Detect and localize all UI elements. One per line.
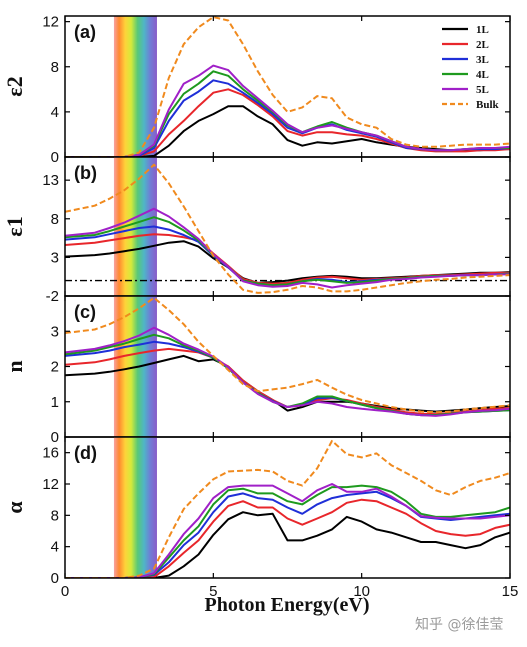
x-axis-label: Photon Energy(eV) bbox=[205, 594, 370, 616]
x-tick-label: 10 bbox=[353, 583, 370, 600]
y-tick-label: 0 bbox=[51, 149, 59, 166]
series-line-bulk bbox=[65, 16, 510, 157]
y-tick-label: 16 bbox=[42, 445, 59, 462]
series-group bbox=[65, 163, 510, 294]
y-tick-label: -2 bbox=[46, 288, 59, 305]
legend-label-1l: 1L bbox=[476, 24, 489, 36]
y-tick-label: 3 bbox=[51, 249, 59, 266]
series-group bbox=[65, 439, 510, 578]
x-tick-label: 15 bbox=[502, 583, 519, 600]
panel-frame bbox=[64, 436, 511, 579]
series-line-bulk bbox=[65, 296, 510, 414]
y-tick-label: 13 bbox=[42, 172, 59, 189]
y-tick-label: 4 bbox=[51, 104, 59, 121]
panel-1: 0 4 8 12 (a) ε2 bbox=[2, 14, 511, 166]
panel-label: (b) bbox=[74, 163, 97, 183]
legend-label-5l: 5L bbox=[476, 84, 489, 96]
series-line-5l bbox=[65, 483, 510, 578]
y-tick-label: 3 bbox=[51, 323, 59, 340]
legend-label-3l: 3L bbox=[476, 54, 489, 66]
series-group bbox=[65, 296, 510, 417]
x-tick-label: 0 bbox=[61, 583, 69, 600]
legend-label-2l: 2L bbox=[476, 39, 489, 51]
panel-label: (d) bbox=[74, 443, 97, 463]
y-tick-label: 8 bbox=[51, 507, 59, 524]
series-group bbox=[65, 16, 510, 157]
y-axis-label: α bbox=[2, 501, 27, 514]
y-tick-label: 0 bbox=[51, 570, 59, 587]
series-line-1l bbox=[65, 511, 510, 578]
series-line-bulk bbox=[65, 439, 510, 578]
visible-spectrum-band bbox=[113, 16, 157, 157]
y-tick-label: 12 bbox=[42, 476, 59, 493]
y-tick-label: 8 bbox=[51, 59, 59, 76]
series-line-bulk bbox=[65, 163, 510, 294]
y-tick-label: 0 bbox=[51, 429, 59, 446]
y-tick-label: 1 bbox=[51, 394, 59, 411]
series-line-2l bbox=[65, 88, 510, 157]
series-line-5l bbox=[65, 326, 510, 417]
y-tick-label: 8 bbox=[51, 211, 59, 228]
x-tick-label: 5 bbox=[209, 583, 217, 600]
visible-spectrum-band bbox=[113, 437, 157, 578]
y-axis-label: ε1 bbox=[2, 216, 27, 236]
legend-label-bulk: Bulk bbox=[476, 99, 500, 111]
y-tick-label: 4 bbox=[51, 539, 59, 556]
panel-3: 0 1 2 3 (c) n bbox=[2, 295, 511, 446]
legend-label-4l: 4L bbox=[476, 69, 489, 81]
watermark: 知乎 @徐佳莹 bbox=[415, 616, 503, 633]
y-axis-label: ε2 bbox=[2, 76, 27, 96]
panel-4: 0 4 8 12 16 (d) α bbox=[2, 436, 511, 587]
series-line-5l bbox=[65, 64, 510, 157]
panel-2: -2 3 8 13 (b) ε1 bbox=[2, 156, 511, 305]
y-tick-label: 2 bbox=[51, 359, 59, 376]
panel-label: (a) bbox=[74, 22, 96, 42]
y-axis-label: n bbox=[2, 360, 27, 372]
legend: 1L 2L 3L 4L 5L Bulk bbox=[442, 24, 500, 111]
series-line-5l bbox=[65, 207, 510, 289]
panel-label: (c) bbox=[74, 302, 96, 322]
y-tick-label: 12 bbox=[42, 14, 59, 31]
